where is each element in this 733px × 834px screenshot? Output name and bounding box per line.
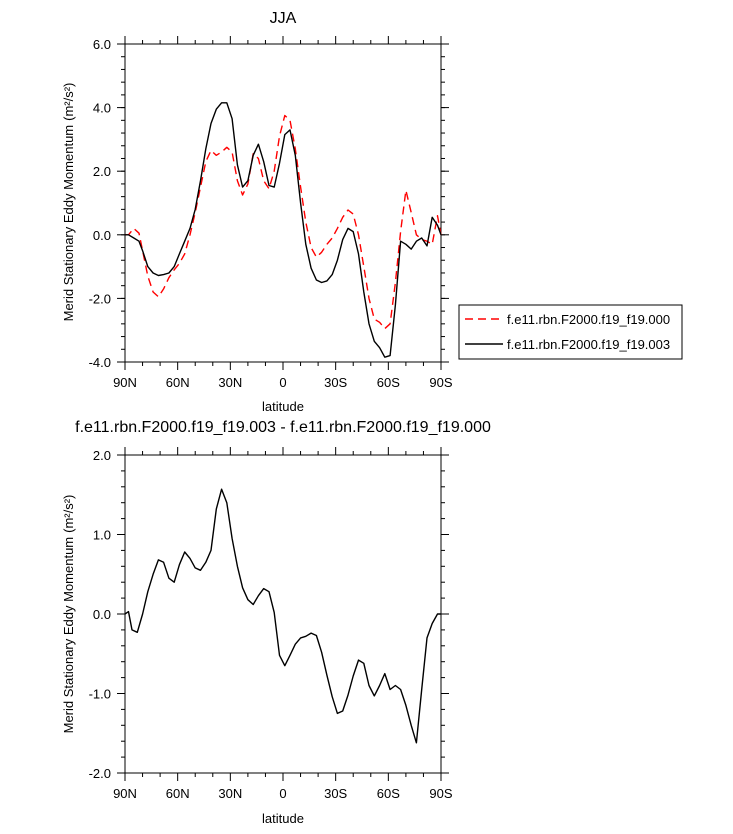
top-x-tick-label: 90S bbox=[429, 375, 452, 390]
bottom-x-tick-label: 90N bbox=[113, 786, 137, 801]
bottom-y-tick-label: 1.0 bbox=[93, 528, 111, 543]
top-series-line-0 bbox=[125, 114, 442, 330]
top-chart: JJA Merid Stationary Eddy Momentum (m²/s²… bbox=[61, 10, 683, 414]
top-ylabel-unit: (m²/s²) bbox=[61, 83, 76, 121]
top-plot-area: 90N 60N 30N 0 30S 60S 90S -4.0 -2.0 0.0 2.0 4.0 6.0 bbox=[89, 36, 453, 390]
top-chart-title: JJA bbox=[270, 10, 297, 27]
top-x-tick-label: 30S bbox=[324, 375, 347, 390]
bottom-x-tick-label: 60N bbox=[166, 786, 190, 801]
bottom-chart-title: f.e11.rbn.F2000.f19_f19.003 - f.e11.rbn.… bbox=[75, 419, 491, 436]
top-y-tick-label: -4.0 bbox=[89, 355, 111, 370]
top-x-tick-label: 30N bbox=[218, 375, 242, 390]
legend-label-0: f.e11.rbn.F2000.f19_f19.000 bbox=[507, 312, 670, 327]
top-x-tick-label: 60N bbox=[166, 375, 190, 390]
bottom-chart-ylabel: Merid Stationary Eddy Momentum (m²/s²) bbox=[61, 495, 76, 734]
top-chart-ylabel: Merid Stationary Eddy Momentum (m²/s²) bbox=[61, 83, 76, 322]
top-y-tick-label: 6.0 bbox=[93, 37, 111, 52]
bottom-chart: f.e11.rbn.F2000.f19_f19.003 - f.e11.rbn.… bbox=[61, 419, 491, 826]
bottom-x-tick-label: 0 bbox=[279, 786, 286, 801]
bottom-x-tick-label: 30S bbox=[324, 786, 347, 801]
top-series-line-1 bbox=[125, 102, 442, 358]
bottom-chart-xlabel: latitude bbox=[262, 811, 304, 826]
bottom-x-tick-label: 30N bbox=[218, 786, 242, 801]
top-ylabel-text: Merid Stationary Eddy Momentum bbox=[61, 125, 76, 322]
bottom-plot-area: 90N 60N 30N 0 30S 60S 90S -2.0 -1.0 0.0 1.0 2.0 bbox=[89, 447, 453, 801]
top-y-tick-label: 2.0 bbox=[93, 164, 111, 179]
top-y-tick-label: 0.0 bbox=[93, 228, 111, 243]
svg-text:Merid Stationary Eddy Momentum: Merid Stationary Eddy Momentum (m²/s²) bbox=[61, 495, 76, 734]
top-x-tick-label: 90N bbox=[113, 375, 137, 390]
top-x-tick-label: 0 bbox=[279, 375, 286, 390]
top-chart-xlabel: latitude bbox=[262, 399, 304, 414]
bottom-y-tick-label: -2.0 bbox=[89, 766, 111, 781]
top-x-tick-label: 60S bbox=[377, 375, 400, 390]
bottom-x-tick-label: 90S bbox=[429, 786, 452, 801]
bottom-series-line-0 bbox=[124, 488, 441, 744]
bottom-y-tick-label: 2.0 bbox=[93, 448, 111, 463]
bottom-y-tick-label: -1.0 bbox=[89, 687, 111, 702]
legend: f.e11.rbn.F2000.f19_f19.000 f.e11.rbn.F20… bbox=[458, 304, 683, 360]
top-y-tick-label: -2.0 bbox=[89, 291, 111, 306]
bottom-ylabel-text: Merid Stationary Eddy Momentum bbox=[61, 537, 76, 734]
bottom-ylabel-unit: (m²/s²) bbox=[61, 495, 76, 533]
bottom-y-tick-label: 0.0 bbox=[93, 607, 111, 622]
top-plot-frame bbox=[124, 43, 442, 363]
top-y-tick-label: 4.0 bbox=[93, 101, 111, 116]
legend-box bbox=[458, 304, 683, 360]
bottom-x-tick-label: 60S bbox=[377, 786, 400, 801]
bottom-plot-frame bbox=[124, 454, 442, 774]
legend-label-1: f.e11.rbn.F2000.f19_f19.003 bbox=[507, 337, 670, 352]
svg-text:Merid Stationary Eddy Momentum: Merid Stationary Eddy Momentum (m²/s²) bbox=[61, 83, 76, 322]
